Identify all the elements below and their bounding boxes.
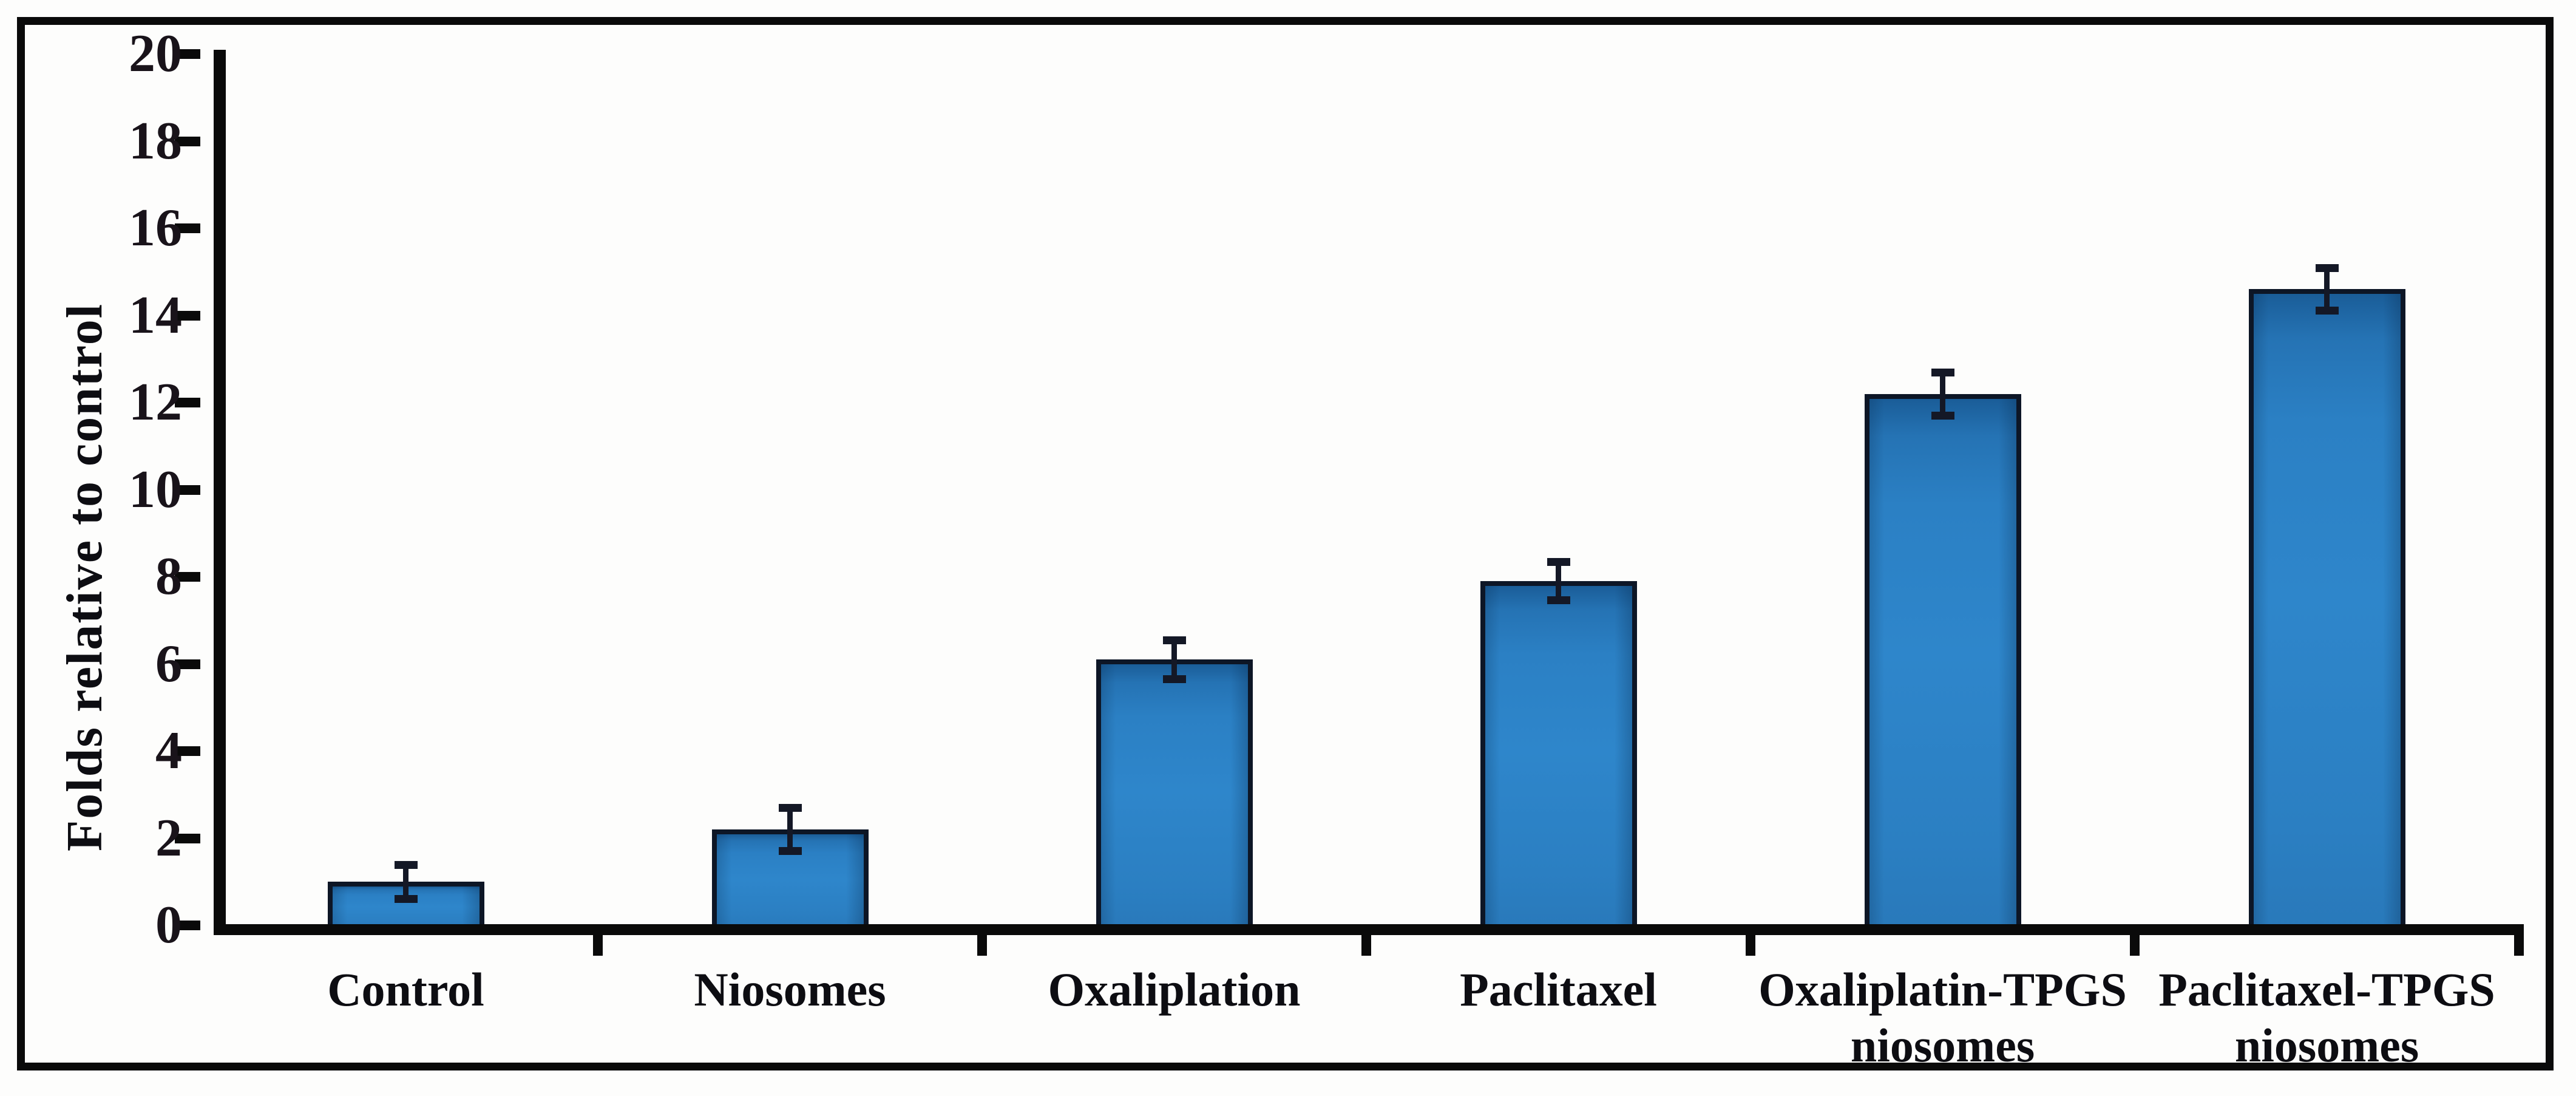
- bar-error-cap-top: [1162, 636, 1186, 645]
- bar-error-line: [2324, 267, 2330, 311]
- y-axis-line: [214, 50, 226, 935]
- y-tick: [175, 833, 200, 843]
- y-tick: [175, 485, 200, 495]
- x-tick: [1361, 924, 1371, 956]
- y-tick: [175, 746, 200, 756]
- bar: [1480, 581, 1637, 929]
- y-tick: [175, 310, 200, 321]
- bar-error-cap-bottom: [2315, 307, 2339, 315]
- y-tick-label: 6: [155, 634, 182, 693]
- y-tick: [175, 136, 200, 146]
- bar-error-line: [1940, 372, 1945, 416]
- category-label-line: Paclitaxel: [1460, 963, 1657, 1016]
- bar-error-cap-top: [1931, 368, 1954, 376]
- category-label-line: Oxaliplatin-TPGS: [1758, 963, 2127, 1016]
- category-label-line: Paclitaxel-TPGS: [2158, 963, 2495, 1016]
- bar-error-line: [1171, 640, 1177, 679]
- y-tick-label: 8: [155, 547, 182, 606]
- y-tick-label: 0: [155, 896, 182, 955]
- y-tick-label: 18: [129, 111, 182, 171]
- y-tick: [175, 223, 200, 233]
- bar-error-cap-top: [778, 804, 802, 812]
- bar-error-line: [1556, 561, 1561, 601]
- category-label: Paclitaxel-TPGS niosomes: [2133, 962, 2521, 1074]
- category-label-line: niosomes: [2234, 1019, 2419, 1072]
- category-label: Oxaliplatin-TPGS niosomes: [1749, 962, 2137, 1074]
- bar-error-line: [403, 864, 408, 899]
- bar-error-cap-top: [394, 860, 418, 869]
- bar-error-cap-bottom: [1931, 411, 1954, 420]
- bar: [1096, 659, 1253, 929]
- bar-error-cap-top: [2315, 264, 2339, 272]
- bar-error-cap-bottom: [1547, 596, 1570, 605]
- category-label-line: niosomes: [1850, 1019, 2035, 1072]
- x-tick: [593, 924, 603, 956]
- x-tick: [2514, 924, 2524, 956]
- y-tick: [175, 49, 200, 59]
- bar: [1864, 393, 2021, 929]
- bar-error-cap-top: [1547, 557, 1570, 566]
- category-label-line: Niosomes: [694, 963, 886, 1016]
- bar-error-cap-bottom: [394, 894, 418, 903]
- y-tick-label: 16: [129, 199, 182, 257]
- y-tick: [175, 921, 200, 930]
- y-tick-label: 10: [129, 460, 182, 519]
- figure-frame: [17, 17, 2554, 1070]
- category-label: Paclitaxel: [1364, 962, 1753, 1018]
- category-label: Control: [212, 962, 600, 1018]
- bar-error-line: [787, 808, 793, 852]
- x-tick: [1746, 924, 1755, 956]
- y-tick: [175, 398, 200, 407]
- category-label-line: Oxaliplation: [1048, 963, 1301, 1016]
- category-label: Niosomes: [596, 962, 985, 1018]
- bar: [2248, 289, 2405, 929]
- x-tick: [977, 924, 987, 956]
- y-tick-label: 20: [129, 24, 182, 83]
- y-tick: [175, 572, 200, 582]
- category-label-line: Control: [327, 963, 484, 1016]
- y-tick-label: 12: [129, 373, 182, 432]
- y-tick-label: 4: [155, 721, 182, 780]
- x-tick: [2130, 924, 2140, 956]
- bar-error-cap-bottom: [778, 847, 802, 856]
- y-tick-label: 14: [129, 285, 182, 345]
- y-tick: [175, 659, 200, 669]
- bar-error-cap-bottom: [1162, 675, 1186, 683]
- y-tick-label: 2: [155, 808, 182, 868]
- category-label: Oxaliplation: [980, 962, 1369, 1018]
